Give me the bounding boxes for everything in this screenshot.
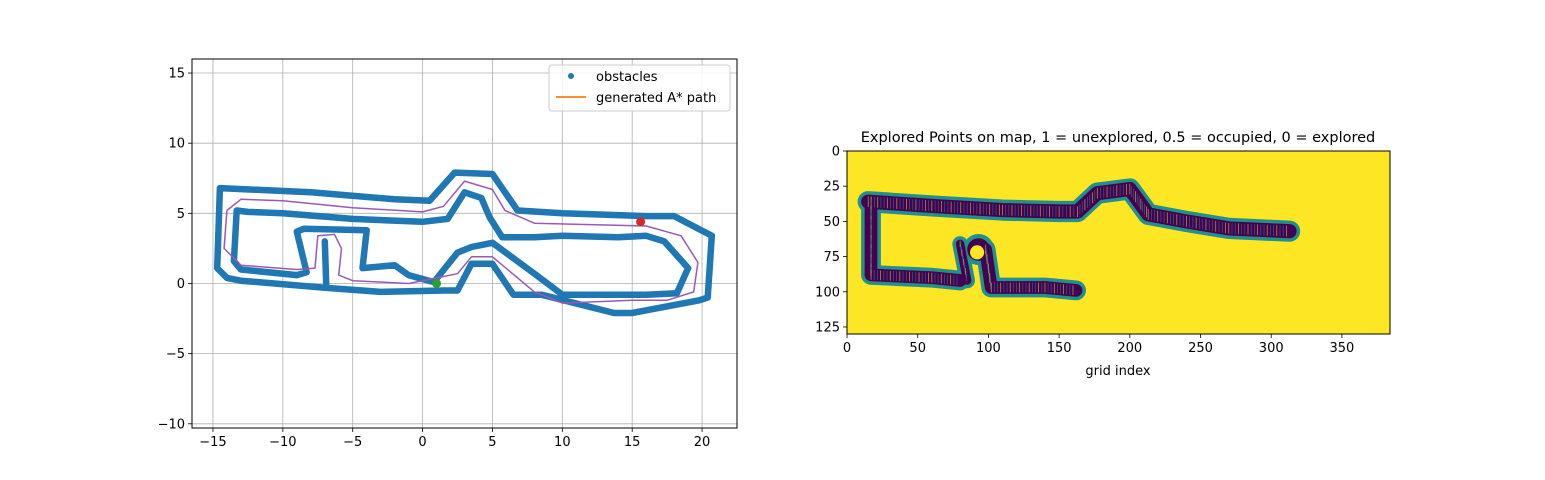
heatmap-x-tick-label: 150 (1047, 341, 1072, 356)
series-layer (213, 169, 716, 317)
legend-obstacles-label: obstacles (596, 70, 658, 85)
heatmap-x-tick-label: 350 (1330, 341, 1355, 356)
unexplored-hole (970, 245, 985, 260)
x-tick-label: 15 (624, 435, 641, 450)
x-tick-label: −15 (199, 435, 226, 450)
x-tick-label: 5 (488, 435, 496, 450)
y-tick-label: 5 (177, 207, 185, 222)
legend-path-label: generated A* path (596, 91, 716, 106)
left-axes-frame (191, 58, 738, 429)
explored-regions (857, 178, 1301, 301)
heatmap-y-tick-label: 50 (823, 215, 840, 230)
legend: obstacles generated A* path (548, 64, 731, 112)
x-tick-label: 10 (554, 435, 571, 450)
obstacle-map-chart: −15 −10 −5 0 5 10 15 20 −10 −5 0 5 10 15 obstacles g… (158, 58, 738, 450)
astar-path-line (223, 180, 699, 304)
heatmap-y-tick-label: 25 (823, 180, 840, 195)
x-tick-label: 0 (418, 435, 426, 450)
explored-points-heatmap: Explored Points on map, 1 = unexplored, … (815, 130, 1391, 379)
legend-box (548, 64, 731, 112)
obstacle-wall (321, 238, 330, 287)
heatmap-title: Explored Points on map, 1 = unexplored, … (861, 130, 1376, 146)
x-tick-label: 20 (694, 435, 711, 450)
heatmap-x-tick-label: 100 (976, 341, 1001, 356)
heatmap-y-tick-label: 100 (815, 285, 840, 300)
marker-layer (432, 217, 646, 288)
heatmap-x-tick-label: 250 (1188, 341, 1213, 356)
heatmap-x-tick-label: 50 (909, 341, 926, 356)
start-point-marker (432, 278, 442, 288)
heatmap-xlabel: grid index (1085, 364, 1150, 379)
heatmap-y-tick-label: 75 (823, 250, 840, 265)
obstacle-wall (230, 189, 692, 298)
y-tick-labels: −10 −5 0 5 10 15 (158, 67, 192, 432)
heatmap-y-tick-label: 125 (815, 320, 840, 335)
y-tick-label: 10 (168, 137, 185, 152)
y-tick-label: 0 (177, 277, 185, 292)
unexplored-area (847, 151, 1390, 334)
heatmap-x-tick-label: 0 (843, 341, 851, 356)
y-tick-label: 15 (168, 67, 185, 82)
x-tick-label: −5 (343, 435, 362, 450)
legend-obstacles-marker (568, 73, 574, 79)
right-axes-frame (846, 150, 1391, 335)
heatmap-x-tick-label: 200 (1117, 341, 1142, 356)
goal-point-marker (636, 217, 646, 227)
heatmap-y-tick-labels: 0 25 50 75 100 125 (815, 145, 847, 335)
x-tick-label: −10 (269, 435, 296, 450)
heatmap-x-tick-labels: 0 50 100 150 200 250 300 350 (843, 334, 1354, 356)
heatmap-y-tick-label: 0 (832, 145, 840, 160)
y-tick-label: −10 (158, 417, 185, 432)
y-tick-label: −5 (166, 347, 185, 362)
obstacle-wall (213, 169, 716, 317)
x-tick-labels: −15 −10 −5 0 5 10 15 20 (199, 428, 710, 450)
heatmap-x-tick-label: 300 (1259, 341, 1284, 356)
